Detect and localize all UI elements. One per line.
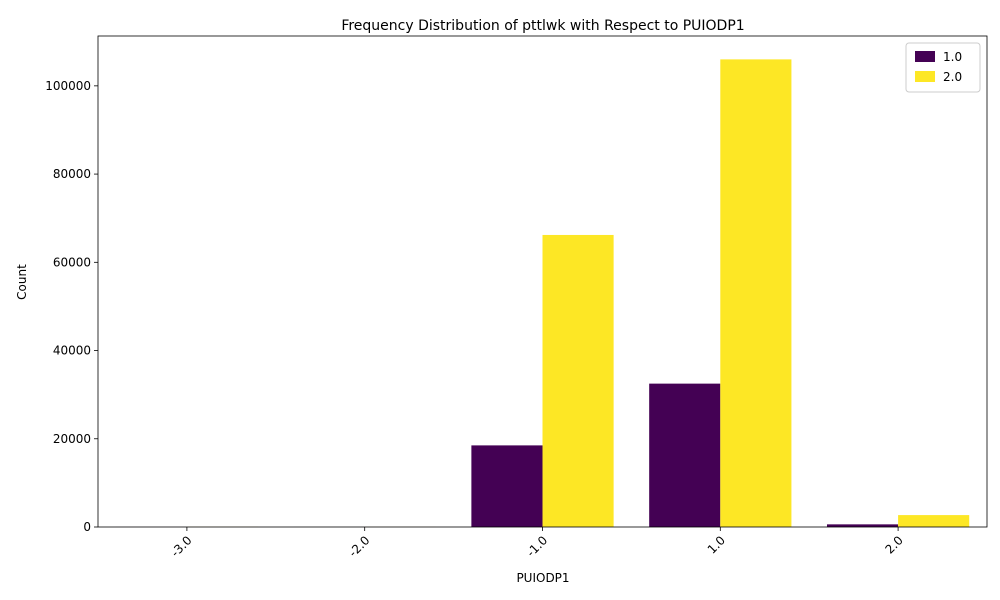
- y-tick-label: 80000: [53, 167, 91, 181]
- x-tick-label: -3.0: [168, 533, 194, 559]
- x-axis-label: PUIODP1: [516, 571, 569, 585]
- bar-series-0--1.0: [471, 445, 543, 527]
- x-tick-label: 1.0: [705, 533, 728, 556]
- bar-series-1-2.0: [898, 515, 970, 527]
- legend-label-0: 1.0: [943, 50, 962, 64]
- legend-swatch-0: [915, 51, 935, 62]
- x-tick-label: 2.0: [882, 533, 905, 556]
- y-tick-label: 60000: [53, 255, 91, 269]
- legend: 1.02.0: [905, 42, 981, 93]
- bar-series-0-1.0: [649, 383, 721, 527]
- legend-label-1: 2.0: [943, 70, 962, 84]
- y-axis-label: Count: [15, 264, 29, 300]
- y-tick-label: 100000: [45, 79, 91, 93]
- x-tick-label: -2.0: [346, 533, 372, 559]
- bar-series-1-1.0: [720, 59, 792, 527]
- plot-area: 0 20000 40000 60000 80000 100000 -3.0 -2.0 -1.0 1…: [45, 35, 988, 560]
- bar-series-1--1.0: [542, 234, 614, 527]
- y-tick-label: 20000: [53, 432, 91, 446]
- legend-swatch-1: [915, 71, 935, 82]
- bar-series-0-2.0: [826, 524, 899, 527]
- chart-title: Frequency Distribution of pttlwk with Re…: [341, 18, 744, 34]
- y-tick-label: 40000: [53, 344, 91, 358]
- x-tick-label: -1.0: [524, 533, 550, 559]
- y-tick-label: 0: [83, 520, 91, 534]
